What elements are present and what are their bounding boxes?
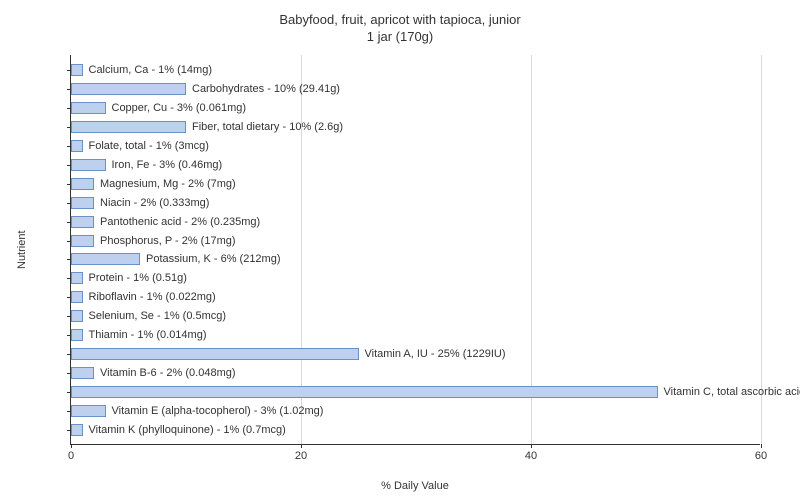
bar (71, 253, 140, 265)
x-axis-label: % Daily Value (70, 480, 760, 492)
plot-area: 0204060Calcium, Ca - 1% (14mg)Carbohydra… (70, 55, 760, 445)
bar-row: Phosphorus, P - 2% (17mg) (71, 234, 761, 248)
bar-row: Pantothenic acid - 2% (0.235mg) (71, 215, 761, 229)
bar (71, 64, 83, 76)
bar (71, 83, 186, 95)
bar-label: Vitamin E (alpha-tocopherol) - 3% (1.02m… (108, 404, 324, 418)
bar-row: Fiber, total dietary - 10% (2.6g) (71, 120, 761, 134)
x-tick: 0 (51, 444, 91, 462)
title-line-2: 1 jar (170g) (0, 29, 800, 46)
bar (71, 178, 94, 190)
bar (71, 102, 106, 114)
chart-title: Babyfood, fruit, apricot with tapioca, j… (0, 0, 800, 46)
bar-row: Folate, total - 1% (3mcg) (71, 139, 761, 153)
bar-row: Selenium, Se - 1% (0.5mcg) (71, 309, 761, 323)
bar-label: Phosphorus, P - 2% (17mg) (96, 234, 236, 248)
bar-label: Copper, Cu - 3% (0.061mg) (108, 101, 247, 115)
bar-label: Vitamin K (phylloquinone) - 1% (0.7mcg) (85, 423, 286, 437)
bar-label: Riboflavin - 1% (0.022mg) (85, 290, 216, 304)
bar-row: Vitamin C, total ascorbic acid - 51% (30… (71, 385, 761, 399)
bar (71, 386, 658, 398)
bar-row: Vitamin E (alpha-tocopherol) - 3% (1.02m… (71, 404, 761, 418)
bar-row: Potassium, K - 6% (212mg) (71, 252, 761, 266)
title-line-1: Babyfood, fruit, apricot with tapioca, j… (0, 12, 800, 29)
bar-label: Carbohydrates - 10% (29.41g) (188, 82, 340, 96)
bar-label: Calcium, Ca - 1% (14mg) (85, 63, 212, 77)
bar-label: Iron, Fe - 3% (0.46mg) (108, 158, 223, 172)
bar-row: Niacin - 2% (0.333mg) (71, 196, 761, 210)
bar-row: Thiamin - 1% (0.014mg) (71, 328, 761, 342)
x-tick: 60 (741, 444, 781, 462)
bar (71, 348, 359, 360)
bar-row: Carbohydrates - 10% (29.41g) (71, 82, 761, 96)
bar-label: Protein - 1% (0.51g) (85, 271, 187, 285)
bar (71, 272, 83, 284)
bar-label: Pantothenic acid - 2% (0.235mg) (96, 215, 260, 229)
bar (71, 310, 83, 322)
y-axis-label: Nutrient (16, 55, 30, 445)
bar-label: Folate, total - 1% (3mcg) (85, 139, 209, 153)
bar (71, 197, 94, 209)
bar-label: Selenium, Se - 1% (0.5mcg) (85, 309, 227, 323)
bar (71, 424, 83, 436)
bar-label: Magnesium, Mg - 2% (7mg) (96, 177, 236, 191)
bar-label: Vitamin C, total ascorbic acid - 51% (30… (660, 385, 800, 399)
bar-row: Copper, Cu - 3% (0.061mg) (71, 101, 761, 115)
bar-row: Magnesium, Mg - 2% (7mg) (71, 177, 761, 191)
bar (71, 367, 94, 379)
bar (71, 159, 106, 171)
nutrient-chart: Babyfood, fruit, apricot with tapioca, j… (0, 0, 800, 500)
bar (71, 291, 83, 303)
bar-row: Iron, Fe - 3% (0.46mg) (71, 158, 761, 172)
bar (71, 140, 83, 152)
x-tick: 40 (511, 444, 551, 462)
bar-label: Thiamin - 1% (0.014mg) (85, 328, 207, 342)
bar (71, 235, 94, 247)
bar-label: Fiber, total dietary - 10% (2.6g) (188, 120, 343, 134)
x-tick: 20 (281, 444, 321, 462)
bar-row: Calcium, Ca - 1% (14mg) (71, 63, 761, 77)
bar (71, 405, 106, 417)
bar-row: Protein - 1% (0.51g) (71, 271, 761, 285)
bar-row: Riboflavin - 1% (0.022mg) (71, 290, 761, 304)
bar-label: Potassium, K - 6% (212mg) (142, 252, 281, 266)
bar-row: Vitamin A, IU - 25% (1229IU) (71, 347, 761, 361)
bar-label: Vitamin A, IU - 25% (1229IU) (361, 347, 506, 361)
bar (71, 216, 94, 228)
bar-row: Vitamin B-6 - 2% (0.048mg) (71, 366, 761, 380)
bar-row: Vitamin K (phylloquinone) - 1% (0.7mcg) (71, 423, 761, 437)
bar (71, 329, 83, 341)
bar-label: Vitamin B-6 - 2% (0.048mg) (96, 366, 236, 380)
bar (71, 121, 186, 133)
bar-label: Niacin - 2% (0.333mg) (96, 196, 209, 210)
